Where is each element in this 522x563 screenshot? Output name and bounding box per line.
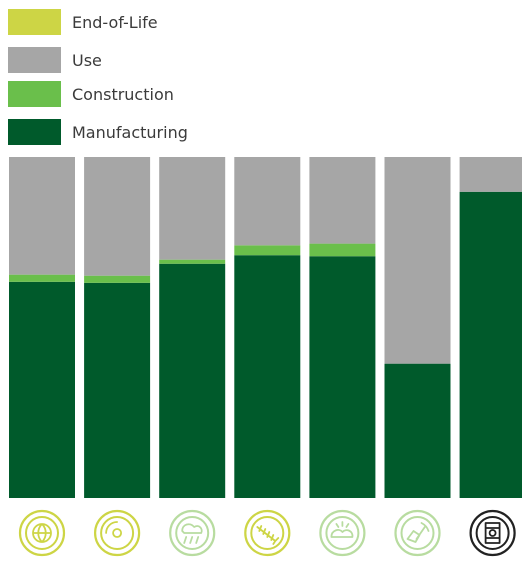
oil-barrel-icon — [469, 509, 516, 557]
legend-item-use: Use — [8, 46, 102, 74]
legend-swatch-use — [8, 47, 61, 73]
bar-segment-use-3 — [159, 157, 226, 260]
bar-segment-construction-3 — [159, 259, 226, 264]
legend-item-construction: Construction — [8, 80, 174, 108]
bar-segment-manufacturing-1 — [9, 281, 75, 498]
legend-swatch-construction — [8, 81, 61, 107]
bar-segment-manufacturing-3 — [159, 263, 226, 498]
legend-item-end-of-life: End-of-Life — [8, 8, 158, 36]
bar-segment-use-2 — [84, 157, 151, 276]
bar-segment-manufacturing-4 — [234, 255, 301, 498]
legend-label-manufacturing: Manufacturing — [72, 122, 188, 142]
bar-segment-manufacturing-7 — [459, 191, 522, 498]
ozone-icon — [93, 509, 141, 557]
bar-segment-manufacturing-2 — [84, 282, 151, 498]
bar-segment-use-6 — [384, 157, 451, 364]
legend-item-manufacturing: Manufacturing — [8, 118, 188, 146]
legend-label-construction: Construction — [72, 84, 174, 104]
bar-segment-construction-2 — [84, 275, 151, 283]
bar-segment-manufacturing-6 — [384, 363, 451, 498]
bar-segment-use-1 — [9, 157, 75, 275]
bar-segment-construction-1 — [9, 274, 75, 282]
bar-segment-use-5 — [309, 157, 376, 244]
category-icons-group — [18, 509, 516, 557]
mineral-pickaxe-icon — [394, 509, 441, 557]
bar-segment-construction-4 — [234, 245, 301, 256]
legend-label-use: Use — [72, 50, 102, 70]
bar-segment-use-7 — [459, 157, 522, 192]
bar-segment-use-4 — [234, 157, 301, 246]
bars-group — [9, 157, 522, 498]
acid-rain-icon — [169, 509, 216, 557]
bar-segment-manufacturing-5 — [309, 256, 376, 498]
legend-swatch-manufacturing — [8, 119, 61, 145]
legend-swatch-end-of-life — [8, 9, 61, 35]
smog-no-icon — [319, 509, 366, 557]
globe-thermometer-icon — [18, 509, 66, 557]
fish-skeleton-icon — [244, 509, 291, 557]
legend-label-end-of-life: End-of-Life — [72, 12, 158, 32]
bar-segment-construction-5 — [309, 243, 376, 257]
